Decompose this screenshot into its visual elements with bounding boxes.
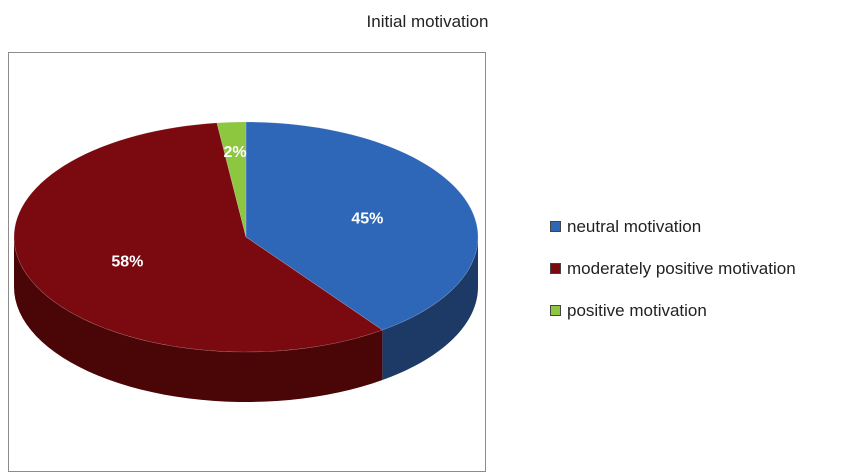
legend-label-moderately-positive: moderately positive motivation: [567, 258, 796, 278]
legend-swatch-positive: [550, 305, 561, 316]
legend-label-positive: positive motivation: [567, 300, 707, 320]
pie-side-moderately-positive-motivation: [14, 237, 383, 402]
legend-label-neutral: neutral motivation: [567, 216, 702, 236]
pie-labels-group: 45% 58% 2%: [111, 144, 383, 270]
legend-item-neutral: neutral motivation: [550, 216, 796, 237]
legend-item-moderately-positive: moderately positive motivation: [550, 258, 796, 279]
pie-sides-group: [14, 237, 478, 402]
data-label-neutral-motivation: 45%: [351, 211, 383, 228]
legend: neutral motivation moderately positive m…: [550, 216, 796, 342]
pie-slice-neutral-motivation: [245, 121, 479, 331]
pie-side-neutral-motivation: [382, 237, 478, 381]
pie-tops-group: [13, 121, 479, 353]
legend-swatch-moderately-positive: [550, 263, 561, 274]
pie-slice-positive-motivation: [216, 121, 247, 238]
chart-title: Initial motivation: [366, 12, 489, 31]
data-label-moderately-positive-motivation: 58%: [111, 253, 143, 270]
pie-slice-moderately-positive-motivation: [13, 122, 384, 353]
legend-item-positive: positive motivation: [550, 300, 796, 321]
legend-swatch-neutral: [550, 221, 561, 232]
data-label-positive-motivation: 2%: [224, 144, 247, 161]
